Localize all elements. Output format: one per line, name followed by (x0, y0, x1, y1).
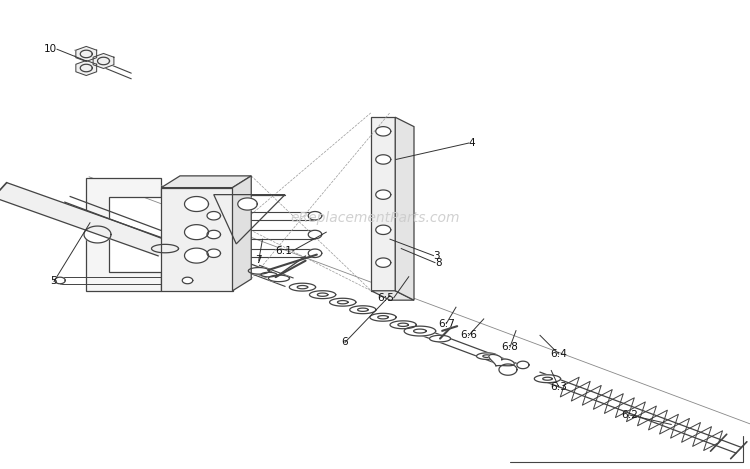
Polygon shape (76, 46, 97, 61)
Text: 7: 7 (256, 255, 262, 265)
Text: eReplacementParts.com: eReplacementParts.com (290, 211, 460, 225)
Polygon shape (184, 248, 209, 263)
Polygon shape (207, 230, 220, 239)
Polygon shape (290, 283, 316, 291)
Polygon shape (207, 249, 220, 257)
Polygon shape (161, 176, 251, 188)
Text: 8: 8 (435, 257, 442, 268)
Polygon shape (184, 197, 209, 212)
Polygon shape (55, 277, 65, 284)
Polygon shape (390, 321, 416, 329)
Text: 6:7: 6:7 (438, 318, 454, 329)
Polygon shape (238, 198, 257, 210)
Text: 6:3: 6:3 (550, 382, 567, 392)
Polygon shape (161, 188, 232, 291)
Polygon shape (182, 277, 193, 284)
Text: 6:1: 6:1 (276, 246, 292, 256)
Polygon shape (232, 176, 251, 291)
Polygon shape (404, 326, 436, 336)
Polygon shape (350, 306, 376, 314)
Polygon shape (76, 61, 97, 76)
Polygon shape (308, 212, 322, 220)
Text: 6:4: 6:4 (550, 349, 567, 359)
Polygon shape (376, 225, 391, 234)
Polygon shape (207, 212, 220, 220)
Polygon shape (517, 361, 529, 369)
Polygon shape (376, 127, 391, 136)
Polygon shape (268, 275, 290, 282)
Polygon shape (370, 313, 396, 321)
Polygon shape (308, 249, 322, 257)
Polygon shape (371, 117, 395, 291)
Polygon shape (86, 178, 161, 291)
Polygon shape (430, 335, 451, 342)
Text: 6:2: 6:2 (622, 410, 638, 420)
Polygon shape (371, 291, 414, 300)
Text: 4: 4 (469, 138, 476, 148)
Text: 6: 6 (342, 337, 348, 348)
Polygon shape (308, 230, 322, 239)
Text: 3: 3 (433, 250, 440, 261)
Polygon shape (152, 244, 178, 253)
Text: 6:6: 6:6 (460, 330, 477, 340)
Polygon shape (499, 364, 517, 375)
Polygon shape (93, 53, 114, 68)
Polygon shape (261, 272, 277, 277)
Polygon shape (376, 258, 391, 267)
Polygon shape (395, 117, 414, 300)
Polygon shape (476, 353, 497, 359)
Polygon shape (534, 375, 560, 383)
Polygon shape (376, 190, 391, 199)
Text: 6:5: 6:5 (376, 293, 394, 303)
Text: 6:8: 6:8 (502, 342, 518, 352)
Polygon shape (84, 226, 111, 243)
Polygon shape (329, 298, 356, 306)
Polygon shape (310, 291, 336, 299)
Polygon shape (489, 355, 514, 366)
Text: 10: 10 (44, 44, 57, 54)
Polygon shape (248, 267, 269, 274)
Text: 5: 5 (51, 276, 57, 287)
Polygon shape (184, 225, 209, 240)
Polygon shape (0, 182, 172, 256)
Polygon shape (376, 155, 391, 164)
